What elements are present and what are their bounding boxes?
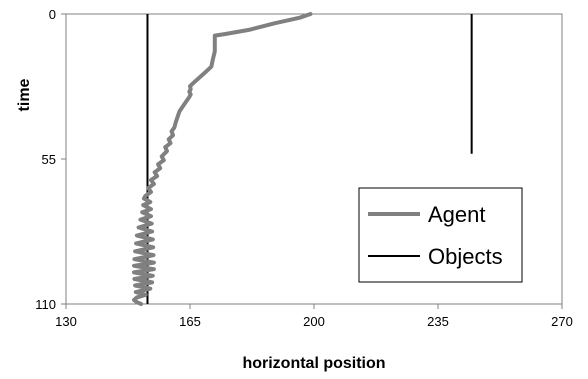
x-axis-title: horizontal position <box>242 355 385 372</box>
x-axis-ticks: 130 165 200 235 270 <box>55 304 573 329</box>
legend: Agent Objects <box>358 187 523 283</box>
y-axis-title: time <box>16 78 33 111</box>
y-tick-label: 110 <box>35 297 56 312</box>
legend-box <box>358 187 523 283</box>
legend-agent-label: Agent <box>428 202 486 227</box>
x-tick-label: 270 <box>551 314 573 329</box>
y-tick-label: 0 <box>49 7 56 22</box>
agent-series-line <box>132 12 313 306</box>
x-tick-label: 200 <box>303 314 325 329</box>
x-tick-label: 165 <box>179 314 201 329</box>
x-tick-label: 130 <box>55 314 77 329</box>
legend-objects-label: Objects <box>428 244 503 269</box>
y-axis-ticks: 0 55 110 <box>35 7 66 312</box>
x-tick-label: 235 <box>427 314 449 329</box>
y-tick-label: 55 <box>42 152 56 167</box>
